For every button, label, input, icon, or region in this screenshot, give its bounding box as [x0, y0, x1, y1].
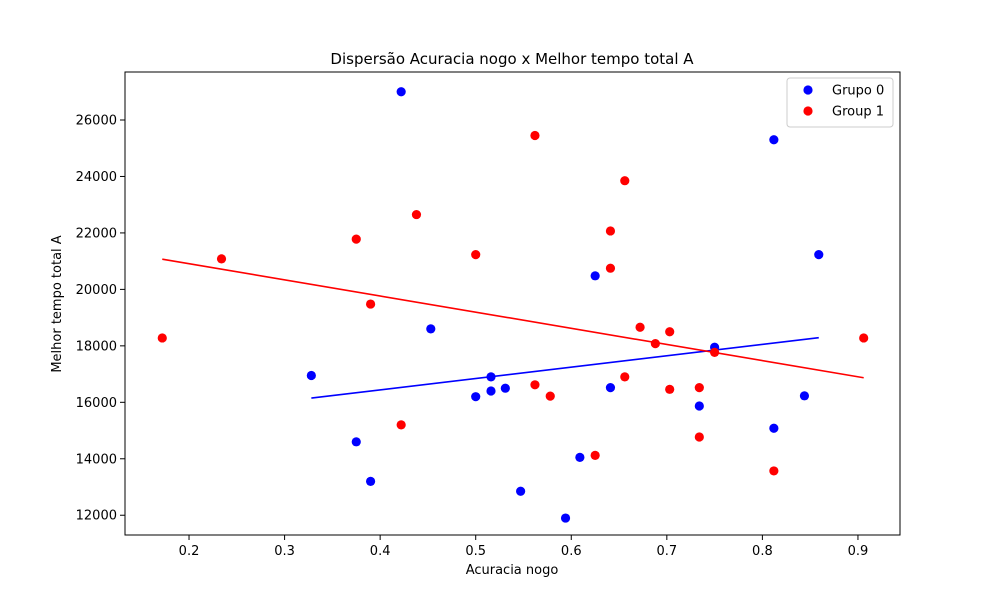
y-axis-label: Melhor tempo total A — [50, 235, 65, 372]
data-point-series-1 — [396, 420, 406, 430]
y-tick-label: 20000 — [76, 283, 117, 298]
data-point-series-1 — [411, 209, 422, 220]
plot-area-frame — [124, 71, 901, 536]
data-point-series-0 — [365, 476, 376, 486]
y-tick-label: 22000 — [76, 226, 117, 241]
data-point-series-0 — [605, 383, 616, 393]
data-point-series-1 — [859, 333, 869, 343]
y-tick-label: 16000 — [76, 396, 117, 411]
data-point-series-1 — [590, 450, 600, 460]
legend: Grupo 0 Group 1 — [786, 77, 894, 128]
trend-line-series-0 — [311, 336, 819, 399]
trend-line-series-1 — [162, 258, 864, 379]
data-point-series-1 — [769, 466, 779, 476]
data-point-series-1 — [530, 130, 540, 141]
y-tick-label: 14000 — [76, 452, 117, 467]
data-point-series-0 — [769, 135, 779, 145]
data-point-series-1 — [365, 299, 376, 309]
x-tick-label: 0.4 — [370, 544, 391, 559]
data-point-series-0 — [516, 486, 526, 496]
data-point-series-0 — [769, 423, 779, 433]
data-point-series-1 — [216, 254, 227, 264]
data-point-series-0 — [560, 513, 571, 523]
data-point-series-1 — [710, 347, 720, 357]
x-tick-label: 0.3 — [274, 544, 295, 559]
x-tick-label: 0.8 — [752, 544, 773, 559]
data-point-series-0 — [575, 452, 585, 462]
y-tick-label: 12000 — [76, 509, 117, 524]
data-point-series-1 — [605, 263, 616, 273]
legend-marker-series-1 — [803, 106, 813, 116]
y-axis-ticks: 12000 14000 16000 18000 20000 22000 24000 26000 — [76, 113, 125, 524]
data-point-series-0 — [426, 324, 436, 334]
x-tick-label: 0.5 — [465, 544, 486, 559]
x-tick-label: 0.7 — [656, 544, 677, 559]
data-point-series-1 — [665, 384, 675, 394]
data-point-series-1 — [605, 226, 616, 236]
x-tick-label: 0.9 — [848, 544, 869, 559]
data-point-series-1 — [471, 250, 481, 260]
legend-label-series-0: Grupo 0 — [832, 84, 884, 99]
data-point-series-1 — [635, 322, 645, 332]
data-point-series-0 — [306, 370, 316, 381]
data-point-series-0 — [590, 271, 600, 281]
data-point-series-1 — [620, 372, 630, 382]
x-axis-ticks: 0.2 0.3 0.4 0.5 0.6 0.7 0.8 0.9 — [179, 535, 869, 559]
data-point-series-0 — [500, 383, 510, 393]
legend-box — [786, 77, 894, 128]
legend-label-series-1: Group 1 — [832, 105, 884, 120]
x-tick-label: 0.6 — [561, 544, 582, 559]
trend-lines — [162, 258, 864, 399]
data-point-series-0 — [814, 250, 824, 260]
data-point-series-1 — [665, 327, 675, 337]
y-tick-label: 24000 — [76, 170, 117, 185]
x-tick-label: 0.2 — [179, 544, 200, 559]
data-point-series-1 — [694, 432, 704, 442]
data-point-series-1 — [545, 391, 555, 401]
data-point-series-1 — [530, 380, 540, 390]
data-points — [157, 87, 869, 523]
y-tick-label: 18000 — [76, 339, 117, 354]
data-point-series-0 — [799, 391, 810, 401]
data-point-series-1 — [351, 234, 361, 244]
data-point-series-0 — [396, 87, 406, 97]
data-point-series-0 — [486, 372, 496, 382]
data-point-series-1 — [650, 338, 660, 349]
data-point-series-1 — [694, 383, 704, 393]
y-tick-label: 26000 — [76, 113, 117, 128]
chart-title: Dispersão Acuracia nogo x Melhor tempo t… — [330, 50, 694, 68]
data-point-series-1 — [157, 333, 167, 343]
legend-marker-series-0 — [803, 85, 813, 95]
x-axis-label: Acuracia nogo — [466, 563, 559, 578]
data-point-series-1 — [620, 176, 630, 186]
data-point-series-0 — [694, 401, 704, 411]
data-point-series-0 — [351, 437, 361, 447]
data-point-series-0 — [471, 392, 481, 402]
data-point-series-0 — [486, 386, 496, 396]
